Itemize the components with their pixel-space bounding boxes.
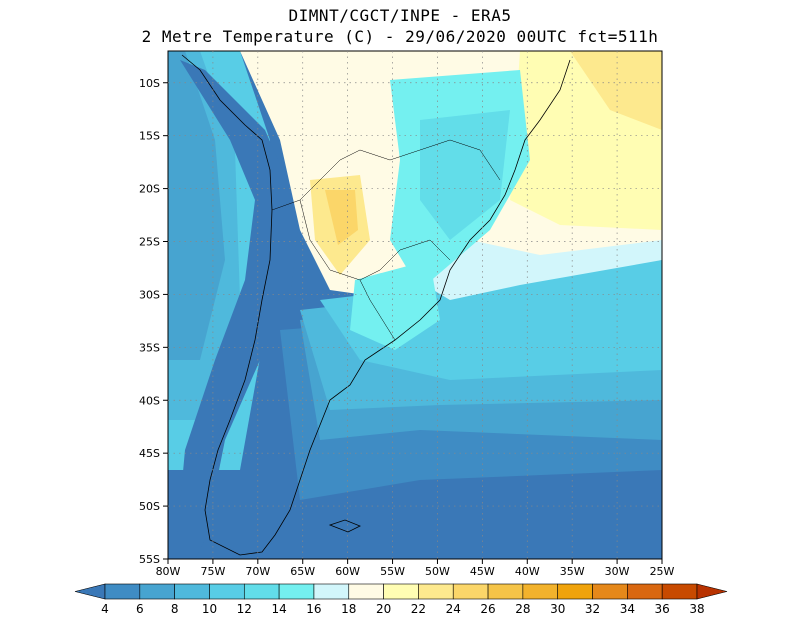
colorbar: 4 6 8 10 12 14 16 18 20 22 24 26 28 30 32 34 36 38 [74,583,728,616]
lat-tick-label-8: 50S [139,500,160,513]
colorbar-label-4: 12 [237,602,252,616]
lon-tick-label-7: 45W [470,565,495,578]
field-pacific-8 [168,51,225,360]
lon-tick-label-4: 60W [335,565,360,578]
colorbar-swatch-15 [592,583,628,600]
lat-tick-label-9: 55S [139,553,160,566]
lon-tick-label-1: 75W [200,565,225,578]
colorbar-swatch-9 [383,583,419,600]
lon-tick-label-2: 70W [245,565,270,578]
colorbar-label-3: 10 [202,602,217,616]
lat-tick-label-7: 45S [139,447,160,460]
map-title: DIMNT/CGCT/INPE - ERA5 [288,6,512,25]
coastline-continent [181,54,571,556]
lon-ticks: 80W 75W 70W 65W 60W 55W 50W 45W 40W 35W 30W 25W [156,559,675,578]
lon-tick-label-5: 55W [380,565,405,578]
lon-tick-label-8: 40W [515,565,540,578]
lon-tick-label-9: 35W [560,565,585,578]
lon-tick-label-11: 25W [650,565,675,578]
lat-tick-label-6: 40S [139,394,160,407]
colorbar-swatch-6 [278,583,315,600]
colorbar-swatch-4 [209,583,245,600]
border-5 [399,239,451,261]
border-4 [419,139,501,181]
lon-tick-label-10: 30W [605,565,630,578]
colorbar-swatch-11 [452,583,489,600]
border-2 [299,199,401,281]
lat-ticks: 10S 15S 20S 25S 30S 35S 40S 45S 50S 55S [139,77,168,566]
colorbar-swatch-0 [74,583,106,600]
lat-tick-label-2: 20S [139,183,160,196]
field-chaco-26 [325,190,358,245]
colorbar-label-7: 18 [341,602,356,616]
border-3 [359,279,396,341]
lat-tick-label-1: 15S [139,130,160,143]
lat-tick-label-0: 10S [139,77,160,90]
colorbar-swatch-17 [661,583,698,600]
colorbar-label-1: 6 [136,602,144,616]
map-subtitle: 2 Metre Temperature (C) - 29/06/2020 00U… [141,27,659,46]
map-frame [167,50,663,560]
borders [271,139,501,341]
colorbar-label-12: 28 [515,602,530,616]
field-uruguay-16 [350,260,440,350]
colorbar-label-13: 30 [550,602,565,616]
falklands [328,519,361,533]
coastlines [181,54,571,556]
colorbar-label-11: 26 [480,602,495,616]
colorbar-label-8: 20 [376,602,391,616]
colorbar-swatch-8 [348,583,384,600]
colorbar-label-14: 32 [585,602,600,616]
colorbar-swatch-5 [243,583,280,600]
grid-layer [168,51,662,559]
colorbar-swatch-10 [418,583,454,600]
colorbar-swatch-13 [522,583,559,600]
lat-tick-label-3: 25S [139,236,160,249]
map-field [168,51,662,559]
lon-tick-label-6: 50W [425,565,450,578]
colorbar-swatch-18 [696,583,728,600]
colorbar-swatch-2 [139,583,175,600]
colorbar-label-15: 34 [620,602,635,616]
colorbar-swatch-3 [174,583,210,600]
field-band-24 [570,51,662,130]
colorbar-label-2: 8 [171,602,179,616]
field-andes [175,60,300,559]
colorbar-swatch-12 [487,583,524,600]
colorbar-label-0: 4 [101,602,109,616]
colorbar-label-5: 14 [271,602,286,616]
colorbar-label-6: 16 [306,602,321,616]
colorbar-label-10: 24 [446,602,461,616]
lon-tick-label-3: 65W [290,565,315,578]
lon-tick-label-0: 80W [156,565,181,578]
colorbar-label-16: 36 [655,602,670,616]
colorbar-swatch-16 [627,583,663,600]
lat-tick-label-5: 35S [139,341,160,354]
lat-tick-label-4: 30S [139,288,160,301]
colorbar-label-9: 22 [411,602,426,616]
colorbar-label-17: 38 [689,602,704,616]
colorbar-swatch-1 [104,583,141,600]
colorbar-swatch-7 [313,583,350,600]
colorbar-swatch-14 [557,583,593,600]
